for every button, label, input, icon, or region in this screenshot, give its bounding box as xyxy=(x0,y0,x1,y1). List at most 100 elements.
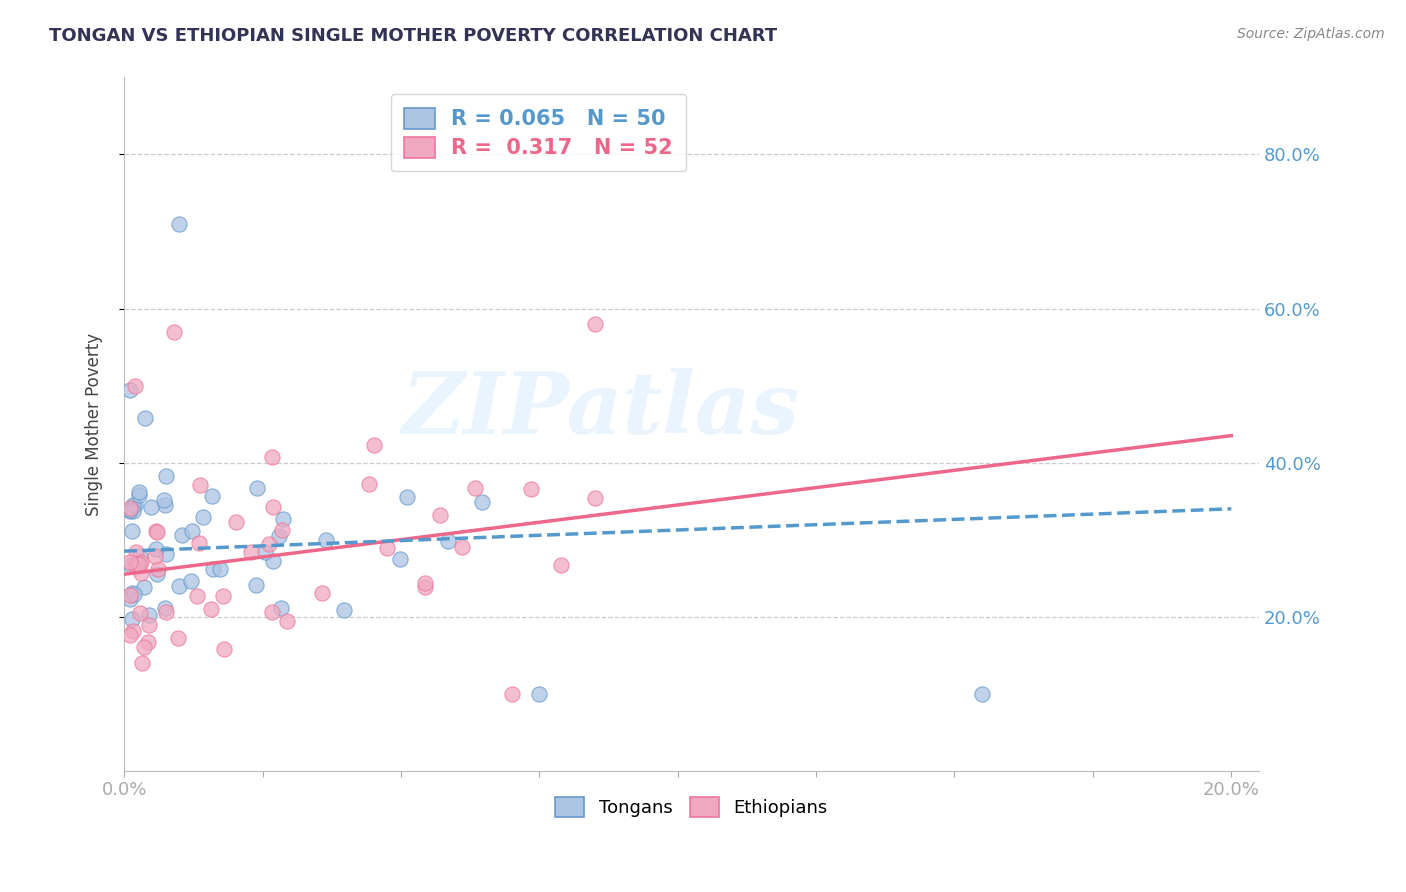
Point xyxy=(550,558,572,573)
Point xyxy=(131,656,153,670)
Point xyxy=(122,624,145,638)
Point xyxy=(118,555,141,569)
Point xyxy=(254,545,277,559)
Point xyxy=(134,581,156,595)
Point xyxy=(180,574,202,589)
Point xyxy=(270,600,292,615)
Point xyxy=(201,489,224,503)
Point xyxy=(212,589,235,603)
Point xyxy=(125,557,148,571)
Point xyxy=(138,618,160,632)
Point xyxy=(262,554,284,568)
Point xyxy=(122,504,145,518)
Point xyxy=(118,502,141,516)
Point xyxy=(128,488,150,502)
Point xyxy=(129,566,152,580)
Point xyxy=(239,545,262,559)
Point xyxy=(363,438,385,452)
Point xyxy=(188,478,211,492)
Point xyxy=(153,498,176,512)
Point xyxy=(134,410,156,425)
Point xyxy=(118,384,141,398)
Point xyxy=(145,525,167,540)
Point xyxy=(121,612,143,626)
Point xyxy=(583,317,606,331)
Point xyxy=(155,469,177,483)
Point xyxy=(169,217,191,231)
Point xyxy=(470,495,492,509)
Point xyxy=(121,524,143,538)
Point xyxy=(124,378,146,392)
Point xyxy=(246,481,269,495)
Point xyxy=(388,551,411,566)
Text: ZIPatlas: ZIPatlas xyxy=(402,368,800,452)
Point xyxy=(163,325,186,339)
Point xyxy=(333,602,356,616)
Point xyxy=(122,498,145,512)
Point xyxy=(315,533,337,548)
Point xyxy=(269,529,291,543)
Point xyxy=(259,536,281,550)
Point xyxy=(118,500,141,515)
Point xyxy=(155,547,177,561)
Point xyxy=(464,481,486,495)
Point xyxy=(167,579,190,593)
Point xyxy=(214,642,236,657)
Point xyxy=(124,498,146,512)
Text: Source: ZipAtlas.com: Source: ZipAtlas.com xyxy=(1237,27,1385,41)
Point xyxy=(972,687,994,701)
Point xyxy=(262,605,284,619)
Point xyxy=(145,542,167,557)
Point xyxy=(413,580,436,594)
Point xyxy=(193,510,215,524)
Point xyxy=(260,450,283,464)
Point xyxy=(359,476,381,491)
Legend: Tongans, Ethiopians: Tongans, Ethiopians xyxy=(548,789,835,824)
Point xyxy=(121,586,143,600)
Point xyxy=(145,524,167,538)
Point xyxy=(311,586,333,600)
Point xyxy=(501,687,523,701)
Point xyxy=(122,587,145,601)
Point xyxy=(413,576,436,591)
Point xyxy=(155,605,177,619)
Point xyxy=(136,635,159,649)
Point xyxy=(181,524,204,538)
Point xyxy=(271,512,294,526)
Point xyxy=(124,544,146,558)
Point xyxy=(208,561,231,575)
Point xyxy=(529,687,551,701)
Point xyxy=(118,591,141,606)
Point xyxy=(520,483,543,497)
Point xyxy=(450,541,472,555)
Text: TONGAN VS ETHIOPIAN SINGLE MOTHER POVERTY CORRELATION CHART: TONGAN VS ETHIOPIAN SINGLE MOTHER POVERT… xyxy=(49,27,778,45)
Point xyxy=(245,578,267,592)
Point xyxy=(262,500,284,514)
Point xyxy=(128,558,150,572)
Point xyxy=(225,515,247,529)
Point xyxy=(583,491,606,505)
Point xyxy=(118,588,141,602)
Point xyxy=(429,508,451,522)
Point xyxy=(128,484,150,499)
Point xyxy=(188,536,211,550)
Y-axis label: Single Mother Poverty: Single Mother Poverty xyxy=(86,333,103,516)
Point xyxy=(138,608,160,623)
Point xyxy=(276,615,298,629)
Point xyxy=(167,632,190,646)
Point xyxy=(120,558,142,573)
Point xyxy=(375,541,398,555)
Point xyxy=(148,562,170,576)
Point xyxy=(118,628,141,642)
Point xyxy=(153,600,176,615)
Point xyxy=(118,503,141,517)
Point xyxy=(129,549,152,563)
Point xyxy=(395,490,418,504)
Point xyxy=(202,562,225,576)
Point xyxy=(437,533,460,548)
Point xyxy=(153,493,176,508)
Point xyxy=(271,523,294,537)
Point xyxy=(129,607,152,621)
Point xyxy=(139,500,162,515)
Point xyxy=(146,567,169,582)
